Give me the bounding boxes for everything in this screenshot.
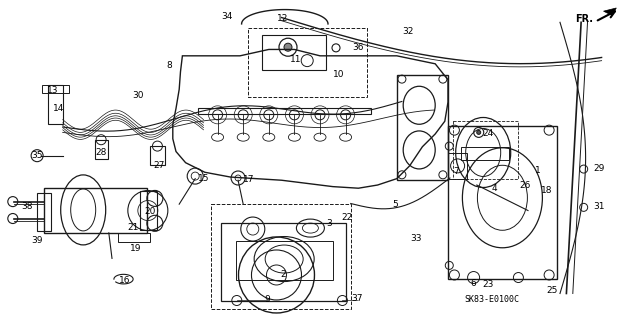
Text: 5: 5 xyxy=(393,200,398,209)
Text: 32: 32 xyxy=(403,27,414,36)
Circle shape xyxy=(477,130,481,134)
Text: 11: 11 xyxy=(290,56,301,64)
Text: 13: 13 xyxy=(47,86,58,95)
Bar xyxy=(150,146,165,165)
Text: 4: 4 xyxy=(492,184,497,193)
Text: 3: 3 xyxy=(327,219,332,228)
Text: 9: 9 xyxy=(265,295,270,304)
Bar xyxy=(48,85,63,124)
Text: 22: 22 xyxy=(341,213,353,222)
Bar xyxy=(221,223,346,301)
Text: 27: 27 xyxy=(153,161,164,170)
Text: 39: 39 xyxy=(31,236,43,245)
Text: 33: 33 xyxy=(410,234,422,243)
Text: 15: 15 xyxy=(198,174,209,182)
Bar xyxy=(236,241,333,280)
Text: 10: 10 xyxy=(333,70,345,79)
Text: 14: 14 xyxy=(53,104,65,113)
Bar xyxy=(448,153,467,179)
Text: 12: 12 xyxy=(277,14,289,23)
Text: 30: 30 xyxy=(132,91,143,100)
Text: 37: 37 xyxy=(351,294,363,303)
Bar xyxy=(397,75,448,180)
Text: 21: 21 xyxy=(127,223,139,232)
Bar xyxy=(37,193,51,231)
Text: 6: 6 xyxy=(471,279,476,288)
Bar xyxy=(461,147,509,160)
Text: 16: 16 xyxy=(119,276,131,285)
Bar xyxy=(262,35,326,70)
Bar xyxy=(248,28,367,97)
Bar xyxy=(42,85,69,93)
Text: 29: 29 xyxy=(593,164,605,173)
Text: 17: 17 xyxy=(243,175,254,184)
Text: 23: 23 xyxy=(482,280,493,289)
Text: 38: 38 xyxy=(21,202,33,211)
Bar xyxy=(140,191,157,230)
Text: 25: 25 xyxy=(546,286,557,295)
Text: 28: 28 xyxy=(95,148,107,157)
Text: 19: 19 xyxy=(130,244,141,253)
Text: 34: 34 xyxy=(221,12,233,21)
Text: 26: 26 xyxy=(519,181,531,190)
Bar xyxy=(211,204,351,309)
Bar xyxy=(448,126,557,279)
Bar xyxy=(453,121,518,179)
Text: 35: 35 xyxy=(31,151,43,160)
Text: 7: 7 xyxy=(453,167,458,176)
Text: FR.: FR. xyxy=(575,14,593,24)
Bar xyxy=(95,140,108,159)
Text: 31: 31 xyxy=(593,202,605,211)
Text: SK83-E0100C: SK83-E0100C xyxy=(464,295,519,304)
Text: 2: 2 xyxy=(281,271,286,279)
Text: 1: 1 xyxy=(535,166,540,175)
Text: 8: 8 xyxy=(166,61,172,70)
Bar xyxy=(198,108,371,114)
Bar xyxy=(118,233,150,242)
Text: 36: 36 xyxy=(353,43,364,52)
Bar xyxy=(44,188,147,233)
Text: 18: 18 xyxy=(541,186,552,195)
Text: 20: 20 xyxy=(145,207,156,216)
Circle shape xyxy=(284,43,292,51)
Polygon shape xyxy=(604,8,616,15)
Text: 24: 24 xyxy=(482,129,493,138)
